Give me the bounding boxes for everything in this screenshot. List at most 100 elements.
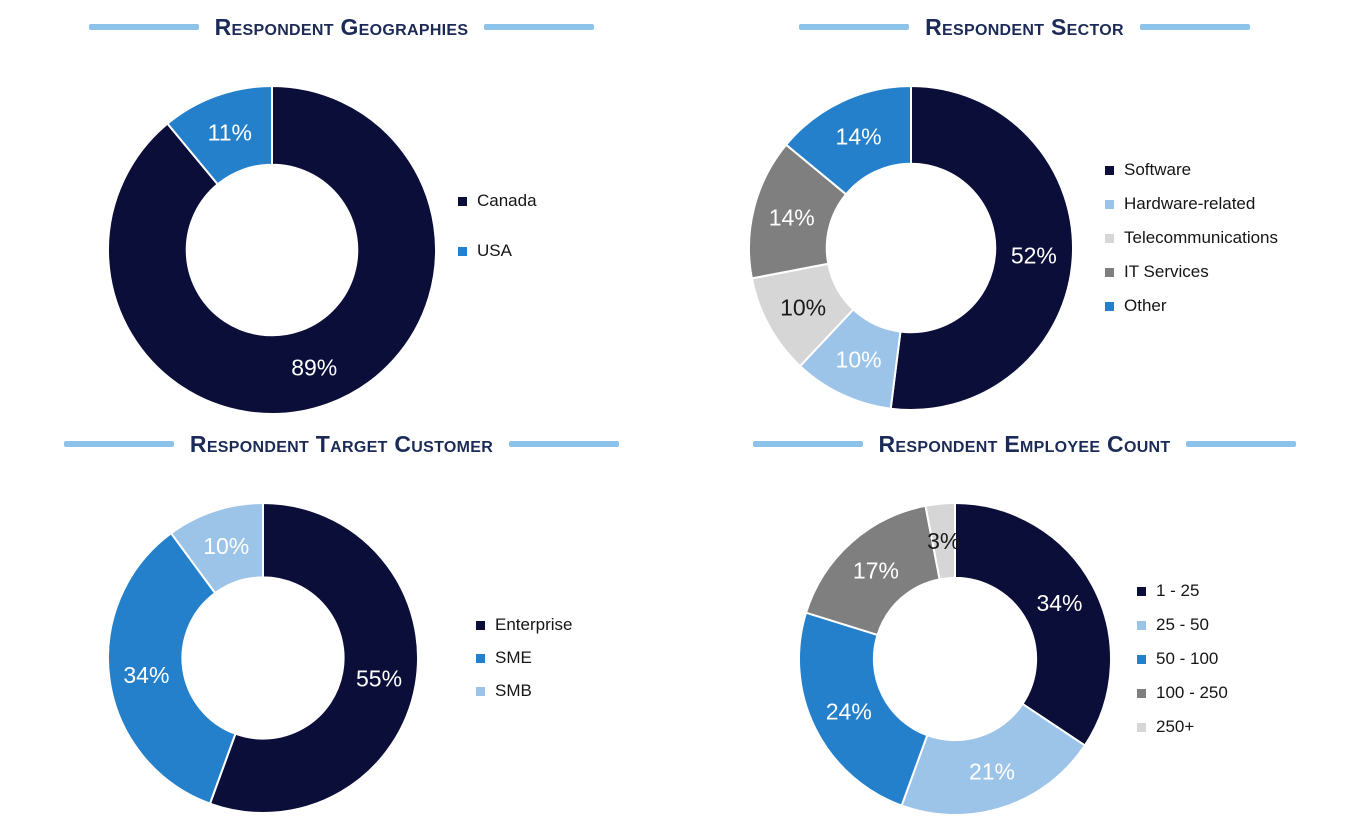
legend-item-label: SME [495,648,532,667]
donut-chart-employee-count: 34% 21% 24% 17% 3% [798,502,1112,816]
donut-slice-usa [166,85,273,186]
legend-item-label: Other [1124,296,1167,315]
chart-row: 34% 21% 24% 17% 3% 1 - 25 25 - 50 50 - 100 100 … [683,501,1366,817]
slice-label: 10% [836,346,882,372]
slice-label: 3% [927,528,960,554]
legend-swatch-icon [476,620,485,630]
slice-label: 11% [208,120,252,146]
legend-item-label: IT Services [1124,262,1209,281]
donut-slice-enterprise [208,502,419,814]
legend-swatch-icon [1105,199,1114,209]
slice-label: 10% [780,294,826,320]
slice-label: 89% [291,354,337,380]
legend-item: 50 - 100 [1137,649,1228,669]
chart-panel-sector: Respondent Sector 52% 10% 10% 14% 14% Softwa… [683,0,1366,417]
chart-panel-employee-count: Respondent Employee Count 34% 21% 24% 17% 3%… [683,417,1366,835]
legend-item: Hardware-related [1105,194,1278,214]
donut-slice-250- [924,502,956,581]
legend-item-label: Software [1124,160,1192,179]
donut-slice-sme [107,532,237,805]
legend-item: Telecommunications [1105,228,1278,248]
slice-label: 17% [853,558,899,584]
title-rule-left [799,24,910,30]
legend-swatch-icon [1137,654,1146,664]
legend-item: 25 - 50 [1137,615,1228,635]
legend-item-label: SMB [495,681,532,700]
slice-label: 10% [203,533,249,559]
legend-item: 100 - 250 [1137,683,1228,703]
title-rule-left [63,441,174,447]
legend-item: SME [476,648,572,668]
slice-label: 14% [836,124,882,150]
donut-slice-smb [170,502,264,595]
slice-label: 34% [1036,590,1082,616]
donut-chart-target-customer: 55% 34% 10% [107,502,419,814]
legend-item-label: 250+ [1156,717,1195,736]
legend-swatch-icon [476,686,485,696]
legend-item: Canada [458,191,537,211]
donut-slice-canada [107,85,437,415]
legend-swatch-icon [1105,233,1114,243]
chart-row: 89% 11% Canada USA [0,84,683,416]
slice-label: 14% [769,204,815,230]
legend-item: 250+ [1137,717,1228,737]
title-rule-right [1139,24,1250,30]
legend-item-label: Hardware-related [1124,194,1256,213]
slice-label: 55% [356,665,402,691]
legend-item-label: Enterprise [495,615,573,634]
legend-item: USA [458,241,537,261]
legend-item: Other [1105,296,1278,316]
slice-label: 52% [1011,243,1057,269]
title-rule-left [752,441,863,447]
title-rule-right [484,24,595,30]
chart-row: 52% 10% 10% 14% 14% Software Hardware-related… [683,84,1366,412]
donut-slice-50-100 [798,611,929,807]
legend-swatch-icon [458,196,467,206]
legend-item: Software [1105,160,1278,180]
legend-item: SMB [476,681,572,701]
legend-item: 1 - 25 [1137,581,1228,601]
legend-swatch-icon [1105,267,1114,277]
legend: 1 - 25 25 - 50 50 - 100 100 - 250 250+ [1137,581,1228,737]
donut-slice-other [785,85,912,196]
chart-title: Respondent Geographies [214,13,469,40]
legend-swatch-icon [1137,586,1146,596]
chart-header: Respondent Target Customer [0,427,683,461]
legend-swatch-icon [1137,620,1146,630]
legend-item-label: 50 - 100 [1156,649,1219,668]
chart-panel-geographies: Respondent Geographies 89% 11% Canada USA [0,0,683,417]
chart-header: Respondent Employee Count [683,427,1366,461]
chart-panel-target-customer: Respondent Target Customer 55% 34% 10% Ent… [0,417,683,835]
legend-swatch-icon [1105,165,1114,175]
legend-swatch-icon [476,653,485,663]
title-rule-left [88,24,199,30]
slice-label: 34% [123,662,169,688]
legend-item-label: 100 - 250 [1156,683,1228,702]
chart-title: Respondent Sector [925,13,1124,40]
chart-title: Respondent Employee Count [878,430,1171,457]
legend-item: Enterprise [476,615,572,635]
slice-label: 21% [969,759,1015,785]
legend: Canada USA [458,191,537,261]
legend-item-label: USA [477,241,512,260]
donut-slice-25-50 [900,702,1086,816]
legend-item-label: 1 - 25 [1156,581,1200,600]
chart-header: Respondent Sector [683,10,1366,44]
legend-item: IT Services [1105,262,1278,282]
chart-header: Respondent Geographies [0,10,683,44]
slice-label: 24% [826,699,872,725]
legend-swatch-icon [458,246,467,256]
donut-slice-1-25 [954,502,1112,747]
legend: Enterprise SME SMB [476,615,572,701]
legend: Software Hardware-related Telecommunicatio… [1105,160,1278,316]
legend-swatch-icon [1137,722,1146,732]
chart-title: Respondent Target Customer [189,430,494,457]
legend-swatch-icon [1105,301,1114,311]
chart-row: 55% 34% 10% Enterprise SME SMB [0,501,683,815]
donut-slice-software [889,85,1074,411]
title-rule-right [509,441,620,447]
legend-item-label: 25 - 50 [1156,615,1209,634]
legend-item-label: Telecommunications [1124,228,1279,247]
donut-slice-100-250 [805,504,941,636]
